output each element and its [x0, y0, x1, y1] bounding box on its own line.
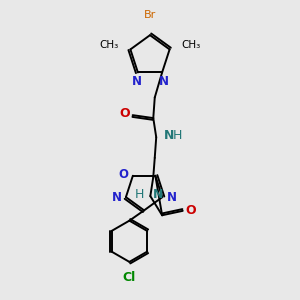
Text: Cl: Cl — [123, 271, 136, 284]
Text: N: N — [164, 129, 174, 142]
Text: Br: Br — [144, 11, 156, 20]
Text: CH₃: CH₃ — [99, 40, 119, 50]
Text: H: H — [172, 129, 182, 142]
Text: O: O — [186, 204, 196, 217]
Text: N: N — [159, 75, 169, 88]
Text: H: H — [135, 188, 144, 201]
Text: N: N — [112, 190, 122, 204]
Text: N: N — [167, 190, 177, 204]
Text: CH₃: CH₃ — [182, 40, 201, 50]
Text: N: N — [131, 75, 141, 88]
Text: O: O — [118, 168, 128, 181]
Text: N: N — [153, 188, 164, 201]
Text: O: O — [119, 107, 130, 120]
